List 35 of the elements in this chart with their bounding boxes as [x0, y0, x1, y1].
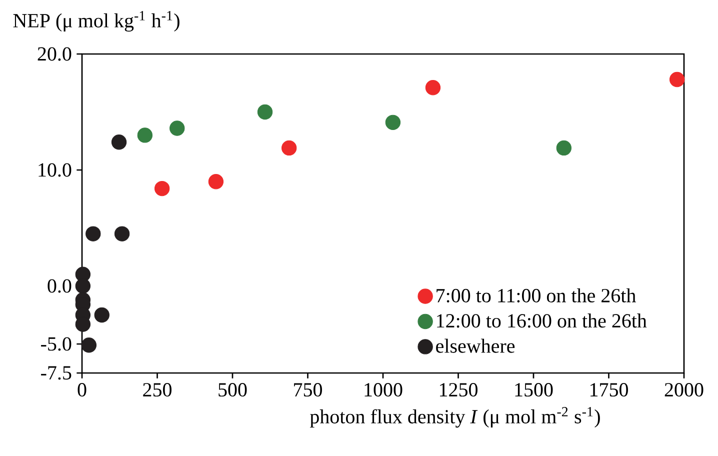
x-axis-title: photon flux density I (μ mol m$^{-2}$ s$^{-1}$) [310, 407, 600, 428]
y-axis-title: NEP (μ mol kg$^{-1}$ h$^{-1}$) [13, 11, 180, 32]
point [257, 104, 273, 120]
x-tick-label: 750 [294, 383, 322, 397]
point [111, 134, 127, 150]
y-tick-label: 10.0 [38, 163, 72, 177]
point [208, 174, 224, 190]
x-tick-label: 0 [78, 383, 86, 397]
point [170, 120, 185, 136]
point [425, 80, 441, 96]
x-tick-label: 1500 [515, 383, 553, 397]
x-tick-label: 1750 [590, 383, 628, 397]
point [75, 278, 91, 294]
point [94, 307, 110, 323]
point [281, 140, 297, 156]
point [86, 226, 101, 242]
point [137, 128, 153, 143]
x-tick-label: 250 [143, 383, 172, 397]
point [81, 338, 97, 353]
y-tick-label: -5.0 [41, 337, 72, 351]
y-tick-label: -7.5 [41, 366, 72, 380]
x-tick-label: 1000 [364, 383, 402, 397]
point [114, 226, 130, 242]
point [385, 114, 401, 130]
x-tick-label: 1250 [440, 383, 478, 397]
x-tick-label: 500 [218, 383, 247, 397]
point [556, 140, 572, 156]
legend-label: elsewhere [436, 338, 515, 353]
legend-label: 7:00 to 11:00 on the 26th [436, 288, 636, 303]
x-tick-label: 2000 [664, 383, 704, 397]
point [669, 72, 685, 88]
y-tick-label: 20.0 [38, 47, 72, 61]
point [154, 180, 170, 196]
y-tick-label: 0.0 [48, 279, 72, 293]
legend-label: 12:00 to 16:00 on the 26th [437, 314, 647, 328]
